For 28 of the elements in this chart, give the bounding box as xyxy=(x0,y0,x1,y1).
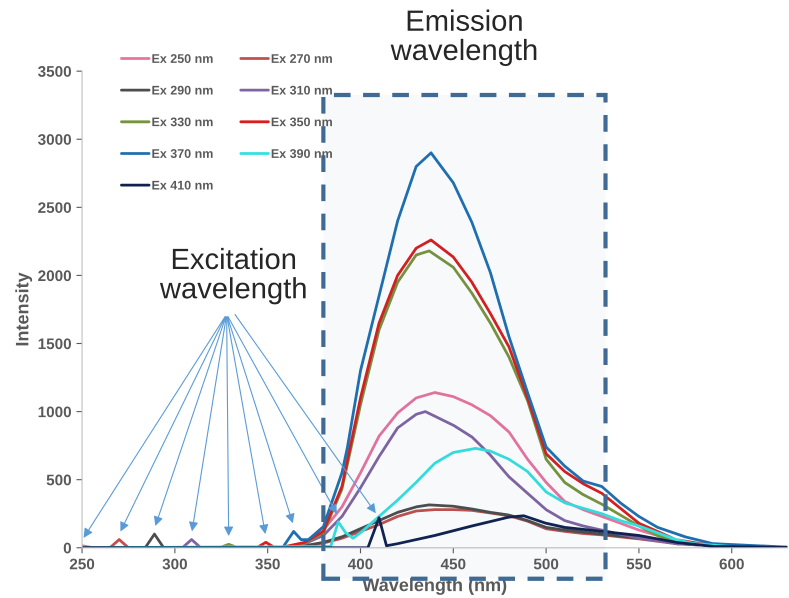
legend-label: Ex 370 nm xyxy=(152,149,213,158)
legend-label: Ex 310 nm xyxy=(272,86,332,95)
legend-label: Ex 350 nm xyxy=(272,117,332,126)
x-tick-label: 350 xyxy=(255,558,280,570)
legend-label: Ex 390 nm xyxy=(272,149,332,158)
x-tick-label: 550 xyxy=(626,558,652,570)
annotation: Excitation wavelength xyxy=(160,248,306,304)
y-axis-title: Intensity xyxy=(15,272,32,346)
legend-label: Ex 250 nm xyxy=(152,54,213,63)
y-tick-label: 1500 xyxy=(38,338,72,350)
x-tick-label: 450 xyxy=(440,558,466,570)
x-tick-label: 600 xyxy=(720,558,744,570)
legend-label: Ex 270 nm xyxy=(272,54,332,63)
x-tick-label: 300 xyxy=(162,558,187,570)
x-tick-label: 250 xyxy=(70,558,94,570)
band-label: Emission wavelength xyxy=(390,10,536,66)
y-tick-label: 2500 xyxy=(38,202,72,214)
y-tick-label: 1000 xyxy=(38,406,72,418)
y-tick-label: 3500 xyxy=(38,66,72,77)
y-tick-label: 0 xyxy=(64,542,72,554)
legend-label: Ex 330 nm xyxy=(152,117,213,126)
x-tick-label: 400 xyxy=(348,558,373,570)
y-tick-label: 500 xyxy=(46,474,72,486)
y-tick-label: 2000 xyxy=(38,270,72,282)
legend-label: Ex 410 nm xyxy=(152,180,213,190)
y-tick-label: 3000 xyxy=(38,134,72,145)
x-tick-label: 500 xyxy=(534,558,558,570)
legend-label: Ex 290 nm xyxy=(152,86,213,95)
